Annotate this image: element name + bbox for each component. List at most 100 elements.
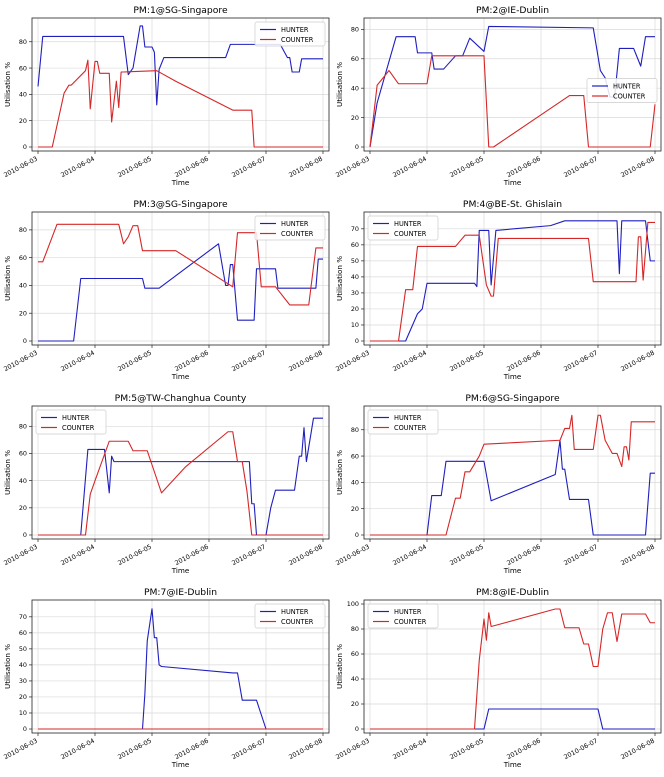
y-tick-label: 0	[355, 143, 359, 151]
legend-label: COUNTER	[62, 424, 95, 432]
x-tick-label: 2010-06-06	[173, 155, 210, 180]
x-tick-label: 2010-06-04	[391, 155, 428, 180]
x-axis-label: Time	[171, 566, 190, 575]
y-tick-label: 40	[19, 91, 27, 99]
x-tick-label: 2010-06-04	[391, 543, 428, 568]
y-tick-label: 20	[19, 309, 27, 317]
x-tick-label: 2010-06-07	[562, 543, 599, 568]
chart-panel-2: PM:2@IE-Dublin 0 20 40 60 80 2010-06-03 2010-06…	[332, 0, 664, 189]
x-axis-label: Time	[171, 372, 190, 381]
y-tick-label: 40	[351, 479, 359, 487]
chart-title: PM:1@SG-Singapore	[133, 5, 228, 16]
x-tick-label: 2010-06-04	[59, 543, 96, 568]
x-axis-label: Time	[503, 566, 522, 575]
y-tick-label: 40	[351, 273, 359, 281]
chart-panel-1: PM:1@SG-Singapore 0 20 40 60 80 2010-06-03 2010…	[0, 0, 333, 189]
y-tick-label: 0	[23, 531, 27, 539]
x-tick-label: 2010-06-04	[59, 737, 96, 762]
x-tick-label: 2010-06-07	[230, 155, 267, 180]
x-tick-label: 2010-06-07	[230, 349, 267, 374]
x-axis-label: Time	[171, 760, 190, 769]
series-line-hunter	[370, 440, 655, 535]
chart-title: PM:2@IE-Dublin	[476, 5, 549, 16]
x-tick-label: 2010-06-07	[230, 543, 267, 568]
series-line-counter	[38, 60, 323, 147]
chart-panel-5: PM:5@TW-Changhua County 0 20 40 60 80 2010-06-…	[0, 388, 333, 577]
y-axis-label: Utilisation %	[335, 450, 344, 495]
chart-title: PM:3@SG-Singapore	[133, 199, 228, 210]
x-tick-label: 2010-06-05	[448, 155, 485, 180]
y-tick-label: 60	[19, 64, 27, 72]
y-tick-label: 60	[351, 55, 359, 63]
chart-title: PM:8@IE-Dublin	[476, 587, 549, 598]
x-tick-label: 2010-06-03	[334, 155, 371, 180]
x-tick-label: 2010-06-08	[619, 349, 656, 374]
legend: HUNTER COUNTER	[368, 216, 438, 240]
legend: HUNTER COUNTER	[255, 22, 325, 46]
x-tick-label: 2010-06-03	[2, 349, 39, 374]
y-tick-label: 80	[351, 26, 359, 34]
y-tick-label: 70	[19, 613, 27, 621]
y-tick-label: 0	[23, 725, 27, 733]
series-line-hunter	[370, 709, 655, 729]
y-tick-label: 20	[351, 114, 359, 122]
chart-panel-6: PM:6@SG-Singapore0204060802010-06-03 2010…	[332, 388, 664, 577]
y-tick-label: 40	[351, 675, 359, 683]
y-tick-label: 60	[19, 254, 27, 262]
chart-panel-7: PM:7@IE-Dublin0102030405060702010-06-03 2…	[0, 582, 333, 771]
x-tick-label: 2010-06-06	[505, 349, 542, 374]
y-tick-label: 80	[19, 226, 27, 234]
chart-panel-8: PM:8@IE-Dublin 0 20 40 60 80 100 2010-06-03 2010…	[332, 582, 664, 771]
y-tick-label: 10	[19, 709, 27, 717]
x-tick-label: 2010-06-08	[619, 155, 656, 180]
x-tick-label: 2010-06-05	[116, 155, 153, 180]
y-tick-label: 30	[19, 677, 27, 685]
series-line-hunter	[38, 418, 323, 535]
legend-label: COUNTER	[394, 424, 427, 432]
x-tick-label: 2010-06-05	[116, 349, 153, 374]
y-tick-label: 80	[19, 423, 27, 431]
x-tick-label: 2010-06-07	[562, 155, 599, 180]
y-tick-label: 20	[351, 305, 359, 313]
y-tick-label: 40	[19, 477, 27, 485]
y-tick-label: 80	[19, 38, 27, 46]
chart-title: PM:6@SG-Singapore	[465, 393, 560, 404]
y-tick-label: 20	[19, 504, 27, 512]
y-tick-label: 100	[347, 600, 359, 608]
legend: HUNTER COUNTER	[368, 410, 438, 434]
x-tick-label: 2010-06-06	[505, 155, 542, 180]
chart-panel-4: PM:4@BE-St. Ghislain 0 10 20 30 40 50 60 70 2010-…	[332, 194, 664, 383]
y-tick-label: 60	[351, 452, 359, 460]
x-tick-label: 2010-06-06	[505, 737, 542, 762]
y-tick-label: 20	[19, 693, 27, 701]
legend-label: COUNTER	[281, 618, 314, 626]
x-tick-label: 2010-06-03	[2, 737, 39, 762]
x-tick-label: 2010-06-08	[619, 737, 656, 762]
x-tick-label: 2010-06-05	[116, 737, 153, 762]
x-axis-label: Time	[503, 178, 522, 187]
x-tick-label: 2010-06-03	[334, 543, 371, 568]
legend-label: HUNTER	[394, 414, 422, 422]
legend-label: HUNTER	[281, 26, 309, 34]
legend: HUNTER COUNTER	[587, 79, 657, 103]
x-tick-label: 2010-06-03	[2, 543, 39, 568]
x-tick-label: 2010-06-05	[448, 349, 485, 374]
x-tick-label: 2010-06-08	[287, 155, 324, 180]
chart-title: PM:4@BE-St. Ghislain	[463, 199, 562, 210]
legend-label: HUNTER	[394, 220, 422, 228]
legend-label: HUNTER	[62, 414, 90, 422]
y-tick-label: 80	[351, 625, 359, 633]
legend-label: HUNTER	[394, 608, 422, 616]
x-tick-label: 2010-06-03	[2, 155, 39, 180]
y-axis-label: Utilisation %	[3, 644, 12, 689]
y-tick-label: 60	[351, 241, 359, 249]
y-tick-label: 70	[351, 225, 359, 233]
x-axis-label: Time	[503, 372, 522, 381]
x-axis-label: Time	[171, 178, 190, 187]
x-tick-label: 2010-06-04	[59, 349, 96, 374]
y-axis-label: Utilisation %	[335, 644, 344, 689]
y-tick-label: 40	[19, 282, 27, 290]
y-tick-label: 80	[351, 426, 359, 434]
legend: HUNTER COUNTER	[255, 604, 325, 628]
legend-label: HUNTER	[281, 608, 309, 616]
